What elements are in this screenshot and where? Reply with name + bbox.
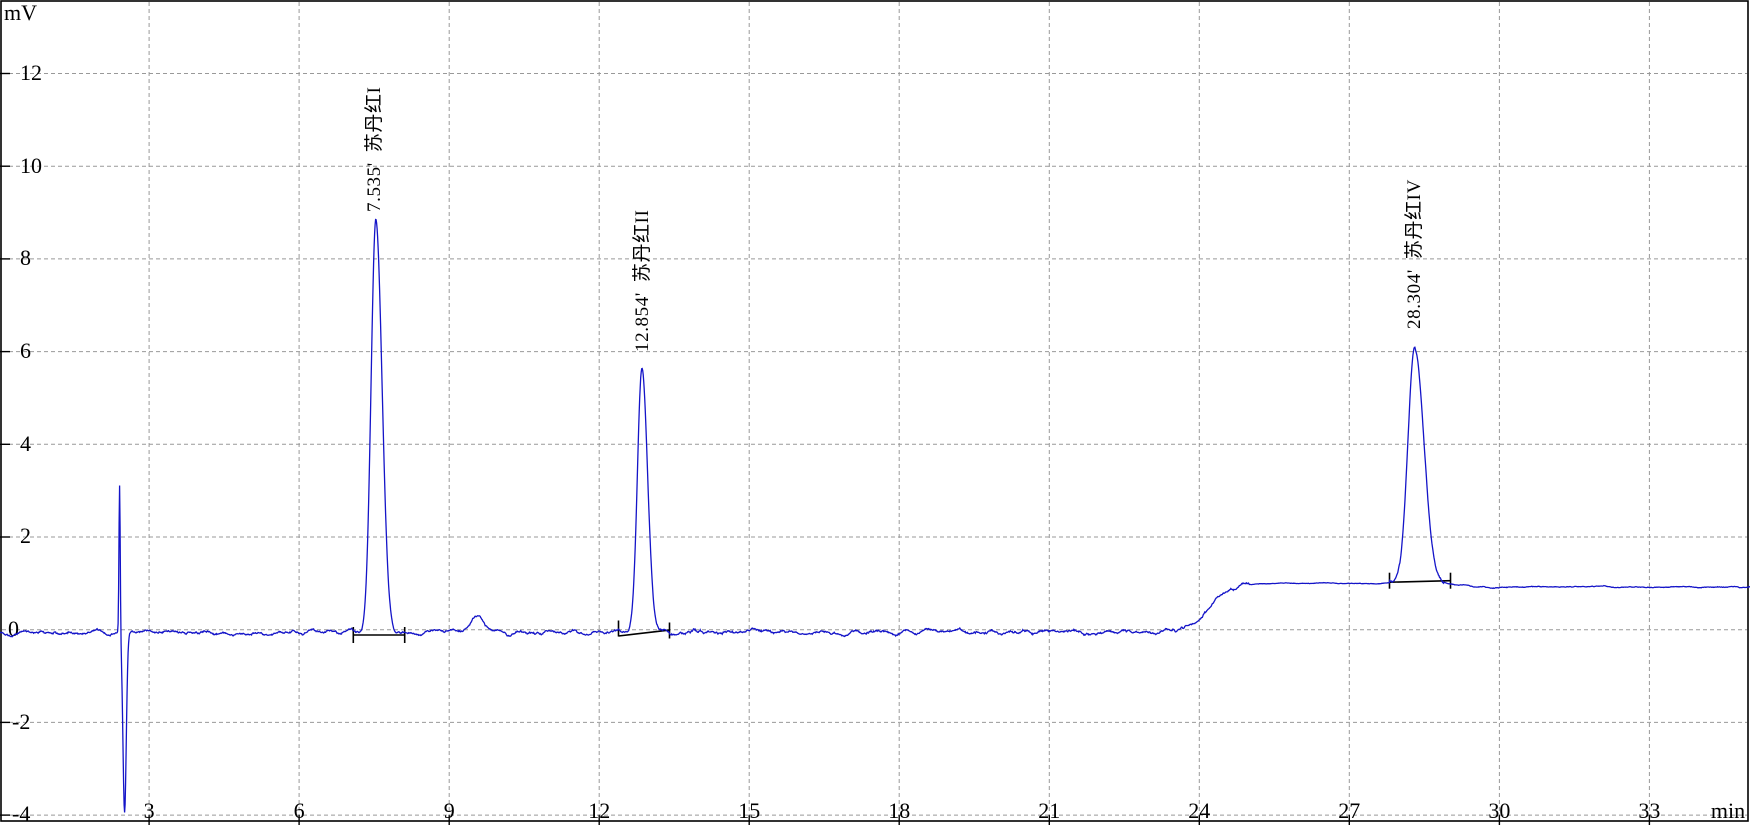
svg-text:4: 4 — [20, 431, 31, 456]
svg-text:30: 30 — [1488, 798, 1510, 823]
svg-text:2: 2 — [20, 523, 31, 548]
svg-text:6: 6 — [20, 338, 31, 363]
svg-text:3: 3 — [144, 798, 155, 823]
svg-text:18: 18 — [888, 798, 910, 823]
svg-text:28.304'苏丹红IV: 28.304'苏丹红IV — [1403, 179, 1425, 329]
svg-text:min: min — [1711, 798, 1745, 823]
svg-text:-4: -4 — [12, 801, 30, 825]
svg-text:6: 6 — [294, 798, 305, 823]
svg-text:7.535'苏丹红I: 7.535'苏丹红I — [363, 86, 385, 212]
svg-text:21: 21 — [1038, 798, 1060, 823]
svg-text:9: 9 — [444, 798, 455, 823]
svg-text:12.854'苏丹红II: 12.854'苏丹红II — [631, 209, 653, 352]
svg-text:8: 8 — [20, 245, 31, 270]
svg-text:0: 0 — [8, 616, 19, 641]
svg-text:mV: mV — [4, 0, 37, 25]
svg-text:12: 12 — [588, 798, 610, 823]
svg-text:10: 10 — [20, 153, 42, 178]
svg-text:15: 15 — [738, 798, 760, 823]
svg-text:27: 27 — [1338, 798, 1360, 823]
svg-text:12: 12 — [20, 60, 42, 85]
svg-text:24: 24 — [1188, 798, 1210, 823]
svg-text:33: 33 — [1638, 798, 1660, 823]
svg-text:-2: -2 — [12, 709, 30, 734]
